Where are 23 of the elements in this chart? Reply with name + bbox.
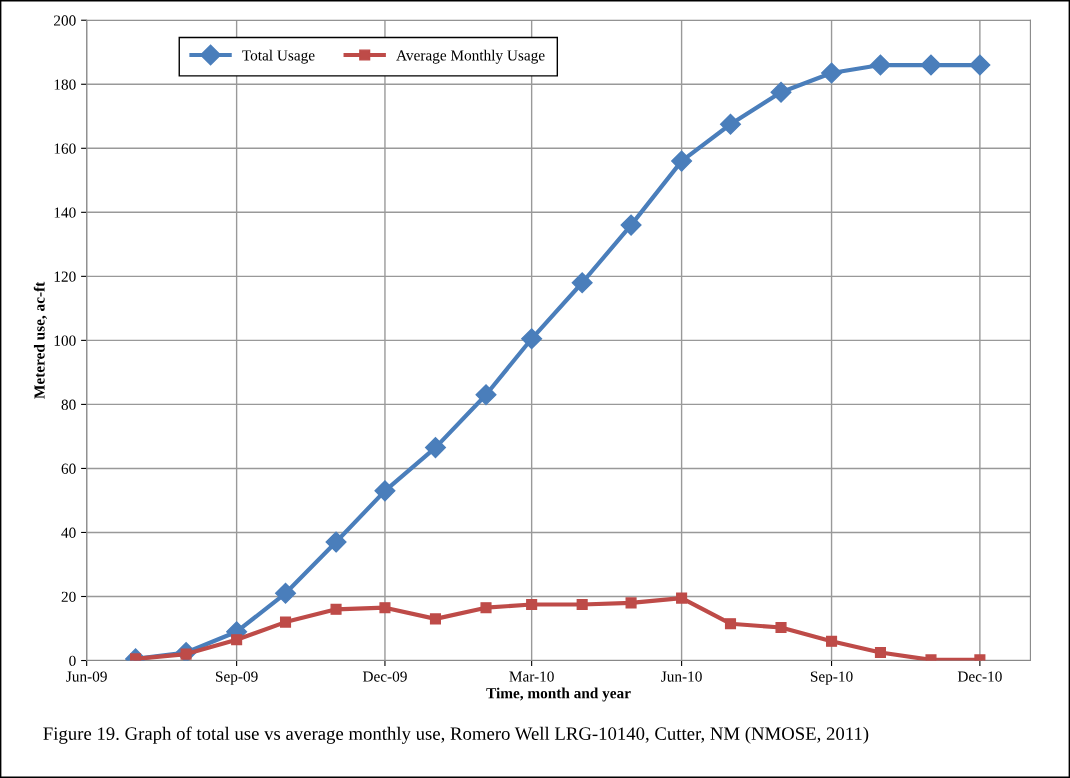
y-tick-label: 0	[69, 655, 76, 666]
legend-label: Average Monthly Usage	[396, 49, 545, 64]
y-axis-title: Metered use, ac-ft	[33, 281, 47, 399]
x-axis-title: Time, month and year	[486, 687, 631, 702]
caption: Figure 19. Graph of total use vs average monthly use, Romero Well LRG-10140, Cutter, NM (NMOSE, 2011)	[43, 726, 869, 744]
y-tick-label: 140	[54, 207, 76, 218]
x-tick-label: Sep-09	[216, 671, 258, 685]
x-tick-label: Jun-09	[66, 671, 107, 682]
y-tick-label: 180	[54, 79, 76, 90]
y-tick-label: 20	[61, 591, 76, 602]
y-tick-label: 120	[54, 271, 76, 282]
y-tick-label: 80	[61, 399, 76, 410]
legend-label: Total Usage	[242, 49, 315, 64]
y-tick-label: 40	[61, 527, 76, 538]
x-tick-label: Dec-10	[957, 671, 1002, 682]
x-tick-label: Jun-10	[661, 671, 702, 682]
y-tick-label: 200	[54, 15, 76, 26]
y-tick-label: 100	[54, 335, 76, 346]
y-tick-label: 60	[61, 463, 76, 474]
y-tick-label: 160	[54, 143, 76, 154]
x-tick-label: Dec-09	[362, 671, 407, 682]
x-tick-label: Mar-10	[509, 671, 554, 682]
x-tick-label: Sep-10	[810, 671, 853, 685]
